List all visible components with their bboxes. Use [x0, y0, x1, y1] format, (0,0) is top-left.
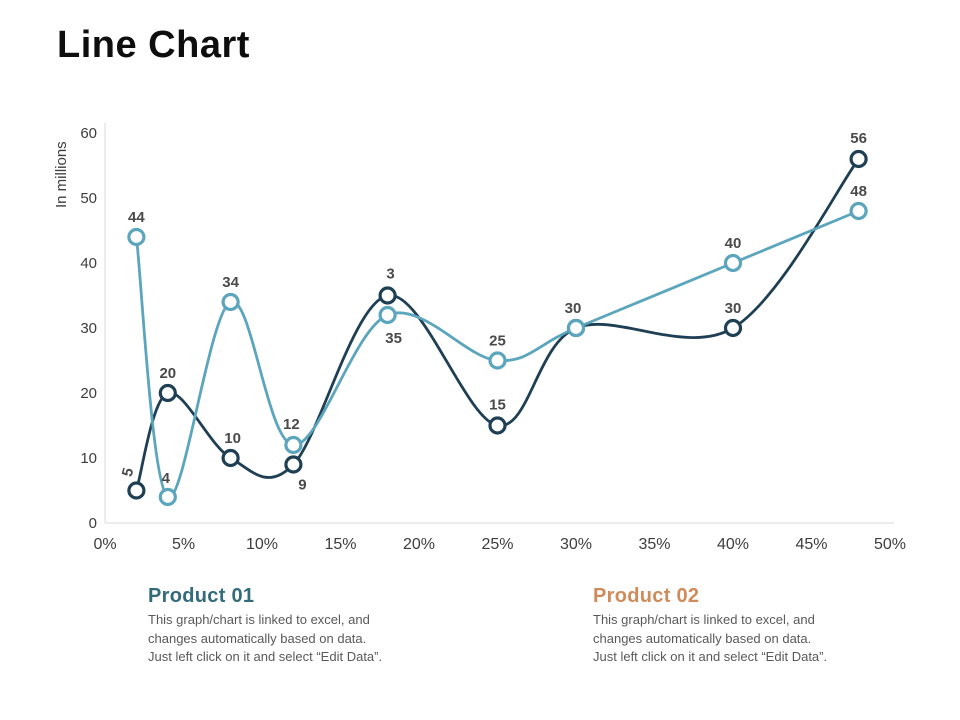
legend-product-01: Product 01 This graph/chart is linked to…: [148, 585, 408, 667]
data-point-label-series-1: 10: [224, 430, 241, 447]
data-point-marker-series-2: [378, 305, 397, 325]
data-point-marker-series-2: [488, 351, 507, 370]
data-point-label-series-1: 30: [725, 300, 742, 317]
x-axis-tick-label: 10%: [246, 536, 278, 553]
data-point-label-series-1: 56: [850, 130, 867, 147]
data-point-label-series-2: 40: [725, 235, 742, 252]
data-point-marker-series-1: [723, 318, 743, 338]
series-line-1: [135, 157, 860, 492]
legend-product-01-title: Product 01: [148, 585, 255, 607]
x-axis-tick-label: 5%: [172, 536, 195, 553]
data-point-label-series-1: 20: [159, 365, 176, 382]
data-point-marker-series-2: [158, 487, 177, 507]
data-point-marker-series-2: [566, 318, 586, 338]
y-axis-tick-label: 50: [80, 190, 97, 207]
data-point-marker-series-2: [284, 435, 303, 455]
data-point-marker-series-1: [158, 383, 177, 403]
data-point-marker-series-1: [488, 416, 507, 435]
legend-desc-line: changes automatically based on data.: [593, 630, 812, 646]
y-axis-tick-label: 20: [80, 385, 97, 402]
y-axis-tick-label: 40: [80, 255, 97, 272]
y-axis-tick-label: 10: [80, 450, 97, 467]
data-point-label-series-2: 48: [850, 183, 867, 200]
x-axis-tick-label: 50%: [874, 536, 906, 553]
legend-desc-line: This graph/chart is linked to excel, and: [148, 612, 370, 627]
data-point-label-series-1: 9: [298, 477, 306, 494]
data-point-label-series-1: 15: [489, 397, 506, 414]
x-axis-tick-label: 35%: [638, 536, 670, 553]
legend-desc-line: Just left click on it and select “Edit D…: [593, 649, 828, 665]
y-axis-tick-label: 30: [80, 320, 97, 337]
legend-product-02-description: This graph/chart is linked to excel, and…: [593, 611, 853, 667]
data-point-marker-series-1: [849, 149, 868, 169]
x-axis-tick-label: 25%: [481, 536, 513, 553]
legend-product-02: Product 02 This graph/chart is linked to…: [593, 585, 853, 667]
data-point-marker-series-2: [221, 292, 240, 312]
data-point-label-series-2: 25: [489, 333, 506, 350]
data-point-label-series-2: 35: [385, 330, 402, 347]
data-point-label-series-1: 3: [386, 266, 394, 283]
x-axis-tick-label: 40%: [717, 536, 749, 553]
data-point-marker-series-2: [849, 201, 868, 221]
data-point-label-series-2: 4: [162, 470, 171, 487]
y-axis-tick-label: 60: [80, 125, 97, 142]
page-title: Line Chart: [57, 24, 250, 66]
legend-desc-line: Just left click on it and select “Edit D…: [148, 649, 383, 665]
x-axis-tick-label: 0%: [93, 536, 116, 553]
legend-desc-line: This graph/chart is linked to excel, and: [593, 612, 815, 627]
data-point-label-series-2: 34: [222, 274, 239, 291]
data-point-label-series-1: 5: [119, 466, 138, 478]
data-point-label-series-2: 30: [565, 300, 582, 317]
data-point-marker-series-1: [221, 448, 240, 468]
y-axis-tick-label: 0: [89, 515, 97, 532]
data-point-marker-series-2: [723, 253, 743, 273]
data-point-marker-series-1: [284, 455, 303, 474]
y-axis-title: In millions: [53, 141, 70, 208]
legend-desc-line: changes automatically based on data.: [148, 630, 367, 646]
data-point-marker-series-1: [378, 286, 397, 305]
legend-product-02-title: Product 02: [593, 585, 700, 607]
data-point-label-series-2: 12: [283, 416, 300, 433]
x-axis-tick-label: 45%: [795, 536, 827, 553]
legend-product-01-description: This graph/chart is linked to excel, and…: [148, 611, 408, 667]
data-point-label-series-2: 44: [128, 209, 145, 226]
data-point-marker-series-1: [127, 481, 146, 500]
x-axis-tick-label: 15%: [324, 536, 356, 553]
x-axis-tick-label: 20%: [403, 536, 435, 553]
x-axis-tick-label: 30%: [560, 536, 592, 553]
data-point-marker-series-2: [127, 227, 146, 247]
